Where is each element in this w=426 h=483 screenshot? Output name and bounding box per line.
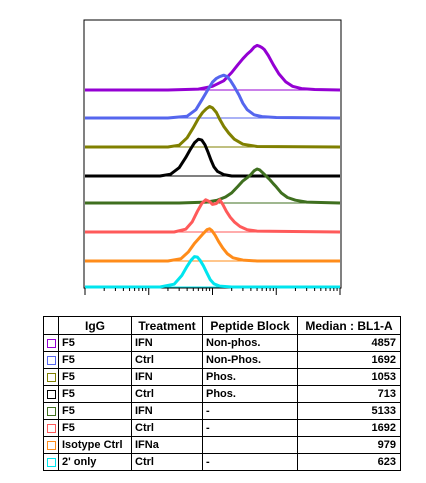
color-swatch [46,440,56,450]
x-axis-ticks [84,288,341,295]
color-swatch [46,457,56,467]
cell-median: 5133 [297,402,401,420]
cell-treatment: IFNa [131,436,203,454]
table-row: F5 Ctrl Phos. 713 [43,385,401,403]
legend-table: IgG Treatment Peptide Block Median : BL1… [43,316,401,471]
cell-igg: F5 [58,385,132,403]
cell-peptide-block: Phos. [202,368,298,386]
histogram-curve-7 [85,255,340,289]
table-row: F5 IFN Non-phos. 4857 [43,334,401,352]
cell-peptide-block [202,436,298,454]
table-row: Isotype Ctrl IFNa 979 [43,436,401,454]
cell-peptide-block: Phos. [202,385,298,403]
row-swatch-cell [43,368,59,386]
table-row: F5 IFN Phos. 1053 [43,368,401,386]
cell-peptide-block: - [202,419,298,437]
histogram-chart [83,19,342,295]
row-swatch-cell [43,436,59,454]
header-median: Median : BL1-A [297,316,401,335]
cell-median: 4857 [297,334,401,352]
histogram-curve-1 [85,73,341,120]
row-swatch-cell [43,334,59,352]
cell-median: 1692 [297,419,401,437]
cell-treatment: Ctrl [131,419,203,437]
cell-treatment: IFN [131,334,203,352]
row-swatch-cell [43,419,59,437]
histogram-curve-0 [85,43,341,92]
cell-median: 1692 [297,351,401,369]
histogram-curve-2 [85,105,341,149]
table-row: F5 Ctrl -1692 [43,419,401,437]
row-swatch-cell [43,402,59,420]
histogram-curve-4 [85,167,341,205]
table-row: F5 IFN -5133 [43,402,401,420]
histogram-curves [85,43,341,289]
cell-igg: Isotype Ctrl [58,436,132,454]
header-igg: IgG [58,316,132,335]
cell-treatment: Ctrl [131,385,203,403]
cell-median: 1053 [297,368,401,386]
cell-igg: F5 [58,419,132,437]
row-swatch-cell [43,385,59,403]
color-swatch [46,372,56,382]
cell-igg: F5 [58,368,132,386]
cell-treatment: IFN [131,402,203,420]
cell-peptide-block: - [202,402,298,420]
histogram-curve-5 [85,198,341,234]
cell-treatment: Ctrl [131,351,203,369]
cell-treatment: Ctrl [131,453,203,471]
histogram-curve-3 [85,137,340,178]
header-swatch [43,316,59,335]
cell-median: 979 [297,436,401,454]
cell-peptide-block: Non-phos. [202,334,298,352]
cell-peptide-block: Non-Phos. [202,351,298,369]
color-swatch [46,406,56,416]
header-peptide-block: Peptide Block [202,316,298,335]
row-swatch-cell [43,351,59,369]
cell-igg: F5 [58,334,132,352]
cell-igg: F5 [58,351,132,369]
color-swatch [46,423,56,433]
cell-median: 623 [297,453,401,471]
cell-treatment: IFN [131,368,203,386]
cell-median: 713 [297,385,401,403]
cell-peptide-block: - [202,453,298,471]
table-header-row: IgG Treatment Peptide Block Median : BL1… [43,316,401,335]
cell-igg: 2' only [58,453,132,471]
color-swatch [46,355,56,365]
row-swatch-cell [43,453,59,471]
color-swatch [46,389,56,399]
header-treatment: Treatment [131,316,203,335]
table-row: F5 Ctrl Non-Phos. 1692 [43,351,401,369]
color-swatch [46,338,56,348]
plot-frame [83,19,342,289]
table-row: 2' only Ctrl -623 [43,453,401,471]
histogram-curve-6 [85,227,340,263]
table-body: F5 IFN Non-phos. 4857 F5 Ctrl Non-Phos. 1692 F5 I… [43,334,401,471]
cell-igg: F5 [58,402,132,420]
